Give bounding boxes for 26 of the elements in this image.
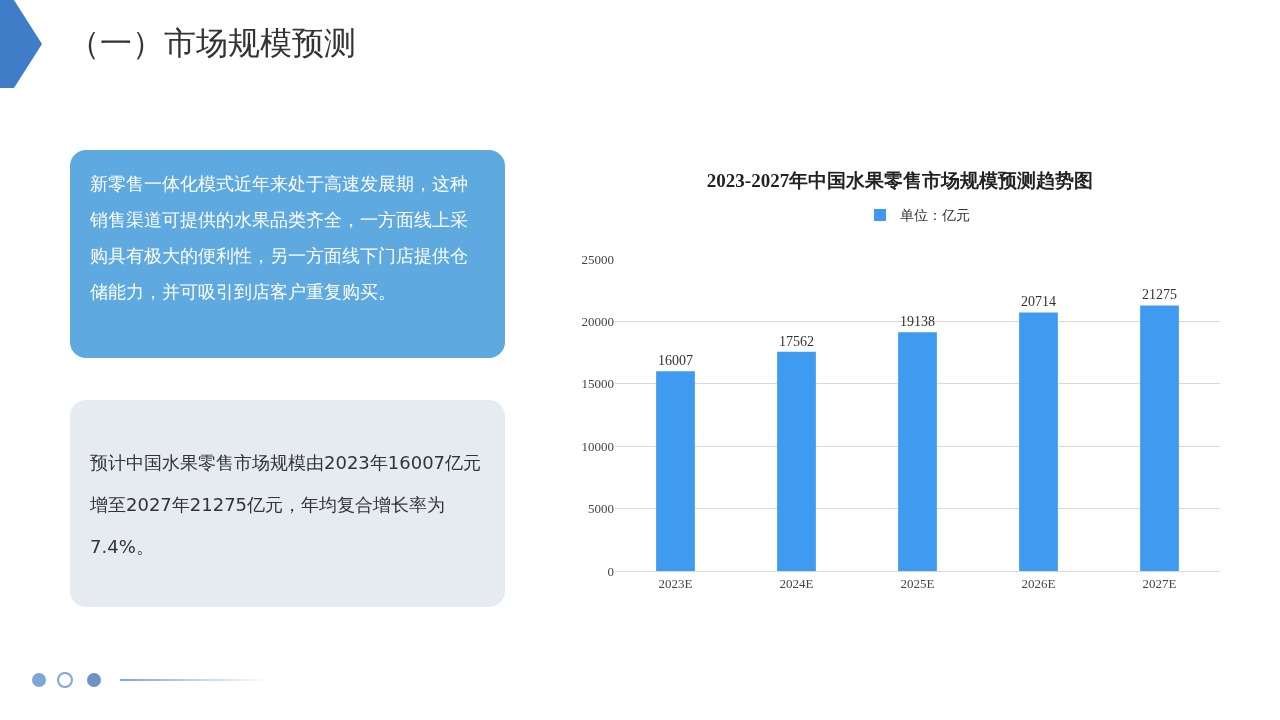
bar bbox=[898, 332, 937, 571]
x-tick-label: 2026E bbox=[1021, 575, 1056, 591]
y-tick-label: 5000 bbox=[588, 501, 614, 517]
text: 新零售一体化模式近年来处于高速发展期，这种销售渠道可提供的水果品类齐全，一方面线上采购具有极大的便利性，另一方面线下门店提供仓储能力，并可吸引到店客户重复购买。 bbox=[70, 150, 505, 358]
y-tick-label: 10000 bbox=[581, 438, 614, 454]
x-tick-label: 2024E bbox=[779, 575, 814, 591]
y-tick-label: 25000 bbox=[581, 251, 614, 267]
data-label: 20714 bbox=[1021, 294, 1056, 310]
x-tick-label: 2023E bbox=[658, 575, 693, 591]
legend-label: 单位：亿元 bbox=[900, 205, 970, 225]
data-label: 21275 bbox=[1142, 287, 1177, 303]
y-tick-label: 20000 bbox=[581, 313, 614, 329]
x-tick-label: 2027E bbox=[1142, 575, 1177, 591]
bar bbox=[777, 351, 816, 571]
chart-title: 2023-2027年中国水果零售市场规模预测趋势图 bbox=[706, 169, 1094, 191]
data-label: 17562 bbox=[779, 333, 814, 349]
bar bbox=[1019, 312, 1058, 571]
text: 预计中国水果零售市场规模由2023年16007亿元增至2027年21275亿元，年均复合增长率为7.4%。 bbox=[70, 400, 505, 607]
y-tick-label: 15000 bbox=[581, 376, 614, 392]
bar bbox=[656, 371, 695, 571]
data-label: 16007 bbox=[658, 353, 693, 369]
bar bbox=[1140, 305, 1179, 571]
text: （一）市场规模预测 bbox=[68, 23, 356, 64]
x-tick-label: 2025E bbox=[900, 575, 935, 591]
data-label: 19138 bbox=[900, 314, 935, 330]
y-tick-label: 0 bbox=[607, 563, 614, 579]
